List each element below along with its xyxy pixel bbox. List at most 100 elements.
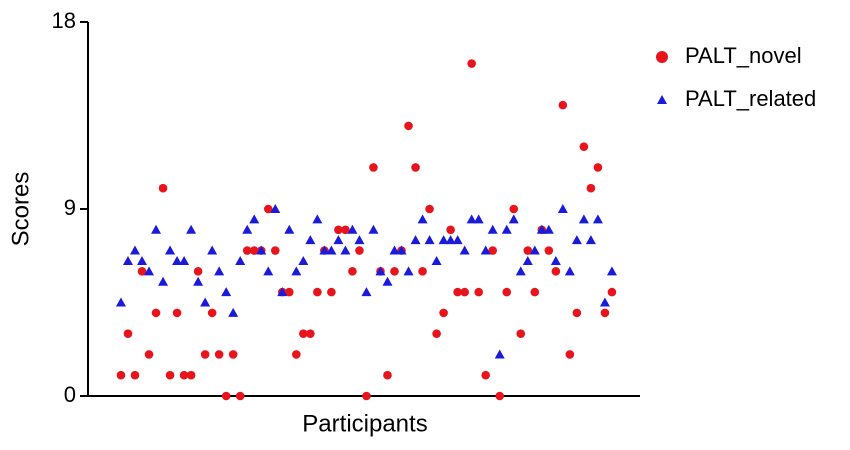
point <box>438 235 449 245</box>
point <box>122 255 133 265</box>
point <box>214 266 225 276</box>
point <box>179 255 190 265</box>
point <box>277 287 288 297</box>
point <box>480 245 491 255</box>
point <box>445 235 456 245</box>
point <box>606 266 617 276</box>
legend-label: PALT_novel <box>685 43 802 68</box>
point <box>144 350 154 359</box>
point <box>137 267 147 276</box>
point <box>158 183 168 193</box>
point <box>453 287 462 297</box>
point <box>530 287 540 297</box>
point <box>473 214 484 224</box>
point <box>200 297 211 307</box>
point <box>327 287 336 297</box>
point <box>508 214 519 224</box>
point <box>516 329 526 338</box>
point <box>459 245 470 255</box>
point <box>578 214 589 224</box>
y-tick-label: 9 <box>64 195 76 220</box>
point <box>474 287 483 297</box>
point <box>487 224 498 234</box>
point <box>341 225 350 235</box>
point <box>333 235 344 245</box>
point <box>509 204 519 214</box>
point <box>564 266 575 276</box>
point <box>593 163 603 172</box>
point <box>319 245 330 255</box>
point <box>452 235 463 245</box>
point <box>249 214 260 224</box>
point <box>228 350 238 359</box>
point <box>165 370 175 380</box>
point <box>522 255 533 265</box>
point <box>404 121 413 131</box>
point <box>431 255 442 265</box>
point <box>242 246 252 255</box>
point <box>179 370 189 380</box>
point <box>221 287 232 297</box>
point <box>425 204 434 214</box>
x-axis-label: Participants <box>302 410 427 437</box>
point <box>543 224 554 234</box>
y-axis-label: Scores <box>7 172 34 247</box>
point <box>158 276 169 286</box>
point <box>600 308 610 318</box>
point <box>439 308 448 318</box>
point <box>410 235 421 245</box>
point <box>544 246 554 255</box>
point <box>270 204 281 213</box>
point <box>207 308 217 318</box>
point <box>256 245 267 255</box>
point <box>585 235 596 245</box>
point <box>432 329 441 338</box>
point <box>362 391 371 401</box>
y-tick-label: 18 <box>52 8 76 33</box>
point <box>446 225 455 235</box>
legend-marker <box>656 51 668 63</box>
point <box>586 183 596 193</box>
point <box>565 350 575 359</box>
point <box>481 370 490 380</box>
point <box>285 287 294 297</box>
point <box>291 266 302 276</box>
point <box>417 214 428 224</box>
point <box>347 224 358 234</box>
point <box>501 224 512 234</box>
point <box>599 297 610 307</box>
point <box>292 350 301 359</box>
point <box>221 391 231 401</box>
point <box>558 100 568 110</box>
point <box>557 204 568 213</box>
point <box>375 266 386 276</box>
point <box>571 235 582 245</box>
point <box>228 307 239 317</box>
point <box>488 246 498 255</box>
point <box>193 276 204 286</box>
point <box>151 224 162 234</box>
point <box>165 245 176 255</box>
point <box>312 214 323 224</box>
point <box>403 266 414 276</box>
point <box>130 370 140 380</box>
point <box>129 245 140 255</box>
point <box>368 224 379 234</box>
point <box>242 224 253 234</box>
point <box>298 255 309 265</box>
point <box>115 297 126 307</box>
legend-marker <box>657 95 667 104</box>
point <box>389 245 400 255</box>
point <box>355 246 364 255</box>
point <box>284 224 295 234</box>
point <box>572 308 582 318</box>
point <box>200 350 210 359</box>
point <box>270 246 280 255</box>
point <box>172 308 182 318</box>
point <box>334 225 343 235</box>
point <box>326 245 337 255</box>
point <box>607 287 617 297</box>
point <box>361 287 372 297</box>
y-tick-label: 0 <box>64 382 76 407</box>
point <box>515 266 526 276</box>
